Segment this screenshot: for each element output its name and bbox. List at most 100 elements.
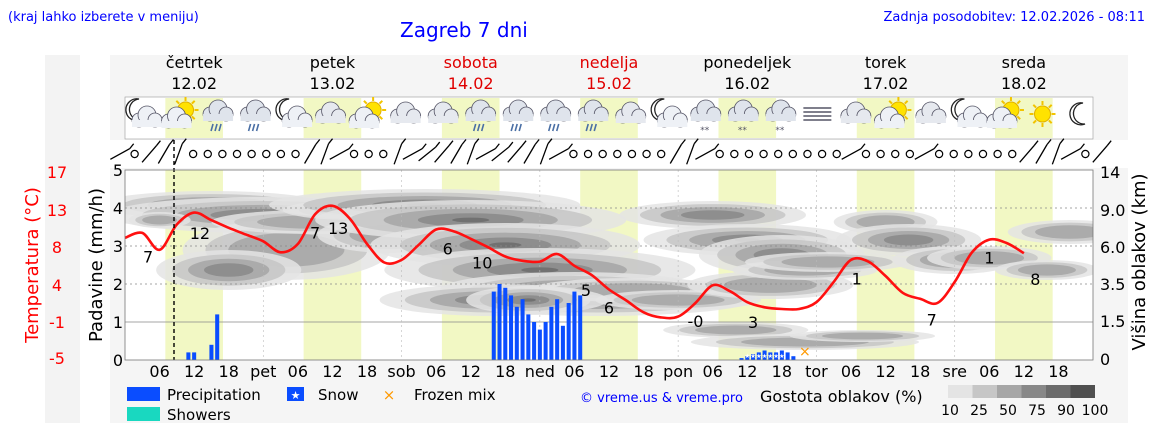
wind-calm-marker <box>218 149 227 159</box>
wind-barb <box>695 148 716 160</box>
wind-barb-flag <box>860 143 866 150</box>
wind-barb <box>110 148 130 160</box>
cloud-legend-level: 25 <box>970 403 988 419</box>
x-tick-hour: 18 <box>910 362 930 381</box>
precipitation-bar <box>543 322 548 360</box>
grid-lines <box>125 170 1093 360</box>
x-tick-day: tor <box>805 362 828 381</box>
day-name: četrtek <box>166 53 224 72</box>
day-date: 17.02 <box>863 74 909 93</box>
wind-barb-flag <box>435 141 441 148</box>
precipitation-bar <box>503 287 508 360</box>
cloud-icon <box>615 101 647 124</box>
x-tick-day: sre <box>943 362 967 381</box>
wind-calm-marker <box>379 149 388 159</box>
cloud-legend-level: 10 <box>941 403 959 419</box>
cloud-icon <box>315 101 347 124</box>
page-title: Zagreb 7 dni <box>400 18 528 42</box>
sun-icon <box>1029 101 1056 127</box>
x-tick-hour: 06 <box>979 362 999 381</box>
wind-barb-flag <box>547 138 553 145</box>
wind-calm-marker <box>291 149 300 159</box>
cloud-shape <box>728 114 759 121</box>
cloud-legend-swatch <box>948 385 973 398</box>
rain-drop <box>551 123 556 132</box>
precipitation-bar <box>520 299 525 360</box>
temperature-tick: 13 <box>47 201 67 220</box>
rain-drop <box>547 123 552 132</box>
rain-drop <box>251 123 256 132</box>
temperature-tick: 4 <box>52 276 62 295</box>
wind-calm-marker <box>817 149 827 159</box>
rain-drop <box>214 123 218 132</box>
wind-barb <box>686 143 695 165</box>
cloud-shape <box>349 121 380 128</box>
cloud-legend-swatch <box>972 385 997 398</box>
cloud-shape <box>390 116 421 123</box>
wind-barb-flag <box>328 138 334 145</box>
x-tick-hour: 18 <box>495 362 515 381</box>
precipitation-tick: 1 <box>113 313 123 332</box>
moon-icon <box>1069 102 1086 126</box>
temperature-label: -0 <box>687 312 703 331</box>
wind-calm-marker <box>744 149 754 159</box>
sun-ray <box>904 115 909 120</box>
wind-barb <box>841 148 862 160</box>
cloud-shape <box>840 116 871 123</box>
left-axis-panel <box>45 55 80 423</box>
precipitation-bar <box>560 325 565 360</box>
snow-marker: ★ <box>779 353 784 360</box>
frozen-mix-marker: × <box>799 344 811 360</box>
cloud-legend-level: 100 <box>1082 403 1109 419</box>
sun-cloud-icon <box>986 97 1024 129</box>
cloud-shape <box>132 120 162 127</box>
wind-barb <box>1060 148 1081 160</box>
day-date: 15.02 <box>586 74 632 93</box>
precipitation-bar <box>514 306 519 360</box>
wind-calm-marker <box>627 149 637 159</box>
wind-calm-marker <box>759 149 768 159</box>
wind-barb <box>523 144 536 164</box>
cloud-density-blob <box>520 298 536 302</box>
temperature-label: 7 <box>310 223 320 242</box>
snow-marker: ★ <box>773 353 778 360</box>
wind-calm-marker <box>803 149 812 159</box>
cloud-density-blob <box>821 332 904 340</box>
cloud-legend-level: 90 <box>1057 403 1075 419</box>
wind-barb <box>141 145 157 163</box>
cloud-icon <box>390 101 422 124</box>
cloud-density-blob <box>1035 225 1093 239</box>
cloud-shape <box>915 116 946 123</box>
cloud-height-tick: 1.5 <box>1100 312 1125 331</box>
cloud-shape <box>657 120 688 127</box>
rain-drop <box>589 123 594 132</box>
wind-calm-marker <box>832 149 841 159</box>
cloud-legend-swatch <box>997 385 1022 398</box>
weather-icons-row: ** ** ** <box>125 97 1086 136</box>
wind-barb-flag <box>521 140 527 147</box>
precipitation-bar <box>751 354 756 360</box>
temperature-line <box>124 204 1025 320</box>
sun-ray <box>904 100 909 105</box>
wind-barb-flag <box>129 143 135 150</box>
x-tick-day: sob <box>387 362 415 381</box>
x-tick-hour: 18 <box>357 362 377 381</box>
precipitation-bar <box>774 352 779 360</box>
sun-cloud-icon <box>161 97 199 129</box>
cloud-shape <box>957 120 988 127</box>
legend-showers-swatch <box>127 407 160 421</box>
temperature-label: 1 <box>852 269 862 288</box>
snow-marker: ★ <box>756 353 761 360</box>
precipitation-bar <box>762 350 767 360</box>
snow-cloud-icon: ** <box>690 99 722 136</box>
x-tick-hour: 06 <box>564 362 584 381</box>
precipitation-bar <box>555 299 560 360</box>
wind-barb <box>539 143 549 165</box>
wind-barb <box>320 143 330 165</box>
cloud-density-blob <box>489 242 522 248</box>
wind-calm-marker <box>642 149 651 159</box>
cloud-height-tick: 6.0 <box>1100 238 1125 257</box>
cloud-shape <box>578 114 609 121</box>
temperature-label: 10 <box>472 253 492 272</box>
cloud-density-field <box>125 189 1093 350</box>
